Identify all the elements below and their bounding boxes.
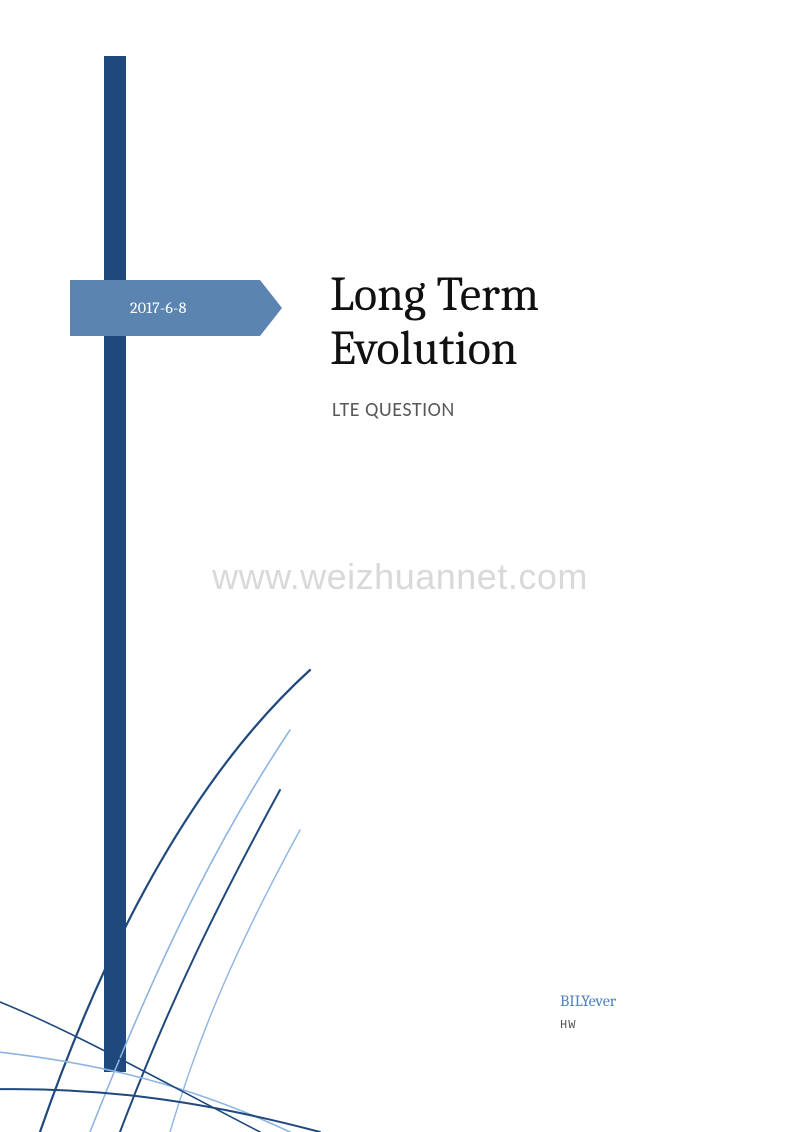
decorative-curve [120,790,280,1132]
title-line-1: Long Term [330,268,539,322]
author-name: BILYever [560,992,616,1010]
decorative-curve [40,670,310,1132]
watermark-text: www.weizhuannet.com [0,556,800,598]
decorative-curve [0,1000,260,1132]
date-banner: 2017-6-8 [70,280,260,336]
decorative-curve [0,1050,290,1132]
title-line-2: Evolution [330,322,539,376]
document-cover-page: 2017-6-8 Long Term Evolution LTE QUESTIO… [0,0,800,1132]
document-title: Long Term Evolution [330,268,539,376]
date-banner-arrow [260,280,282,336]
document-subtitle: LTE QUESTION [332,398,455,422]
date-text: 2017-6-8 [70,299,187,317]
company-name: HW [560,1018,576,1032]
decorative-curve [0,1089,320,1132]
decorative-curve [170,830,300,1132]
